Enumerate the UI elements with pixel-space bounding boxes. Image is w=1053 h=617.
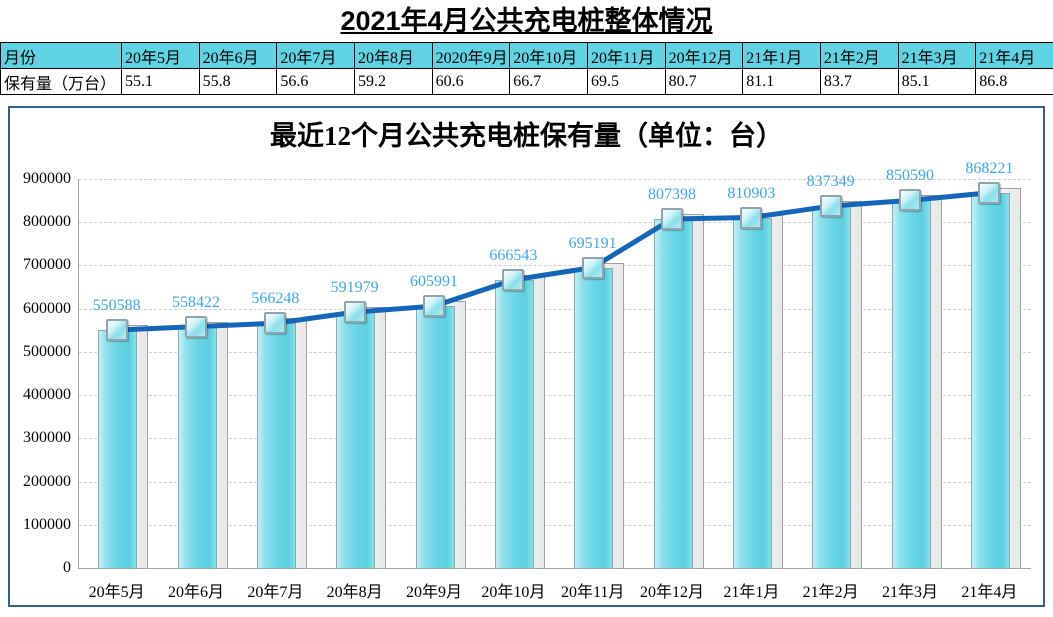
x-axis-label: 20年10月	[481, 578, 545, 602]
line-marker	[344, 301, 366, 323]
chart-title: 最近12个月公共充电桩保有量（单位：台）	[10, 119, 1043, 153]
bar-value-label: 591979	[331, 279, 379, 297]
x-axis-label: 21年3月	[882, 578, 938, 602]
x-axis-label: 21年1月	[723, 578, 779, 602]
line-marker	[264, 312, 286, 334]
x-axis-label: 20年5月	[89, 578, 145, 602]
table-value-cell: 80.7	[665, 69, 743, 95]
bar-value-label: 695191	[569, 235, 617, 253]
table-value-cell: 66.7	[510, 69, 588, 95]
bar-value-label: 810903	[727, 185, 775, 203]
table-value-cell: 55.8	[199, 69, 277, 95]
table-header-cell: 月份	[1, 43, 122, 69]
bar-value-label: 605991	[410, 273, 458, 291]
table-value-cell: 56.6	[277, 69, 355, 95]
line-marker	[740, 207, 762, 229]
y-axis-label: 200000	[13, 473, 71, 491]
line-marker	[106, 319, 128, 341]
x-axis-label: 21年2月	[803, 578, 859, 602]
x-axis-label: 20年12月	[640, 578, 704, 602]
table-value-cell: 保有量（万台）	[1, 69, 122, 95]
table-header-cell: 20年11月	[587, 43, 665, 69]
table-value-cell: 55.1	[122, 69, 200, 95]
bar-value-label: 666543	[489, 247, 537, 265]
x-axis-label: 21年4月	[961, 578, 1017, 602]
line-marker	[502, 269, 524, 291]
line-marker	[423, 295, 445, 317]
table-header-cell: 20年7月	[277, 43, 355, 69]
y-axis-label: 800000	[13, 213, 71, 231]
x-axis-label: 20年9月	[406, 578, 462, 602]
line-marker	[661, 208, 683, 230]
table-header-cell: 21年2月	[820, 43, 898, 69]
line-marker	[582, 257, 604, 279]
table-header-cell: 20年8月	[354, 43, 432, 69]
table-header-cell: 2020年9月	[432, 43, 510, 69]
table-header-cell: 20年5月	[122, 43, 200, 69]
table-value-cell: 69.5	[587, 69, 665, 95]
table-header-cell: 20年12月	[665, 43, 743, 69]
line-marker	[899, 189, 921, 211]
x-axis-label: 20年11月	[561, 578, 624, 602]
bar-value-label: 837349	[807, 173, 855, 191]
table-header-cell: 21年1月	[743, 43, 821, 69]
line-marker	[978, 182, 1000, 204]
y-axis-label: 600000	[13, 300, 71, 318]
trend-line	[79, 179, 1031, 568]
y-axis-label: 700000	[13, 256, 71, 274]
x-axis-label: 20年6月	[168, 578, 224, 602]
line-marker	[820, 195, 842, 217]
line-marker	[185, 316, 207, 338]
bar-value-label: 566248	[251, 290, 299, 308]
y-axis-label: 100000	[13, 516, 71, 534]
y-axis-label: 900000	[13, 170, 71, 188]
table-value-cell: 83.7	[820, 69, 898, 95]
x-axis-label: 20年8月	[327, 578, 383, 602]
bar-value-label: 550588	[93, 297, 141, 315]
y-axis-label: 500000	[13, 343, 71, 361]
bar-value-label: 850590	[886, 167, 934, 185]
bar-value-label: 868221	[965, 160, 1013, 178]
table-header-cell: 20年10月	[510, 43, 588, 69]
table-header-cell: 20年6月	[199, 43, 277, 69]
page-title: 2021年4月公共充电桩整体情况	[0, 3, 1053, 39]
table-header-cell: 21年3月	[898, 43, 976, 69]
y-axis-label: 400000	[13, 386, 71, 404]
table-header-cell: 21年4月	[976, 43, 1053, 69]
y-axis-label: 300000	[13, 429, 71, 447]
y-axis-label: 0	[13, 559, 71, 577]
table-value-cell: 85.1	[898, 69, 976, 95]
bar-value-label: 807398	[648, 186, 696, 204]
x-axis-label: 20年7月	[247, 578, 303, 602]
table-value-cell: 86.8	[976, 69, 1053, 95]
table-value-cell: 60.6	[432, 69, 510, 95]
bar-value-label: 558422	[172, 294, 220, 312]
table-value-cell: 59.2	[354, 69, 432, 95]
table-value-cell: 81.1	[743, 69, 821, 95]
